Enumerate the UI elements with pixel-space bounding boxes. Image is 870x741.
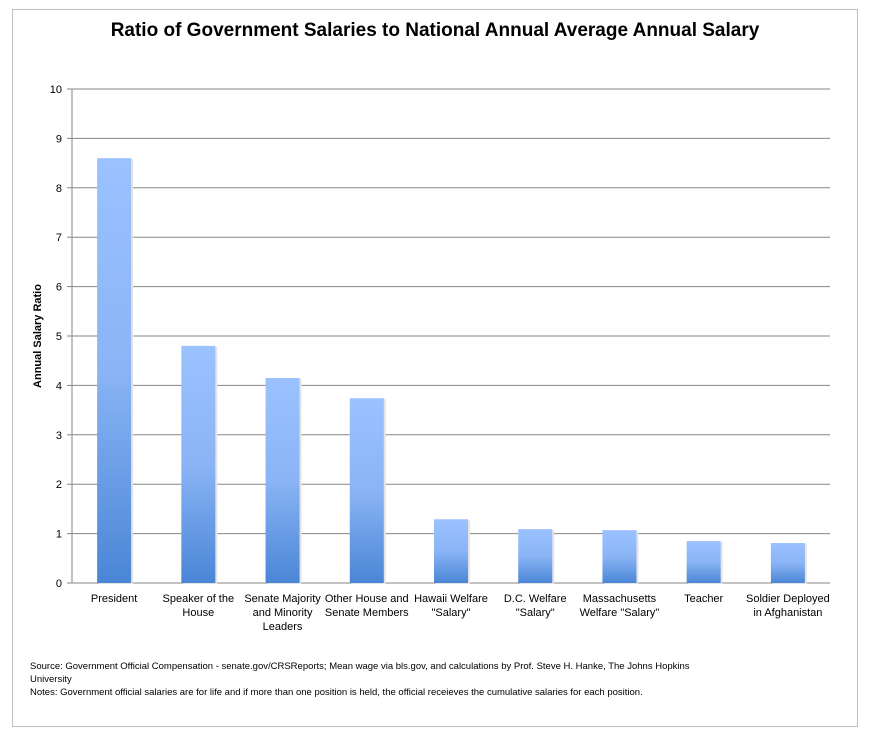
x-tick-label: Massachusetts Welfare "Salary" [579,593,660,619]
y-tick-label: 10 [50,84,62,96]
bar [349,398,384,583]
y-tick-label: 6 [56,282,62,294]
bar [770,542,805,583]
bar [686,541,721,583]
bar [434,519,468,583]
bar [602,530,637,583]
chart-frame [12,9,858,727]
y-tick-label: 4 [56,380,62,392]
notes-text: Notes: Government official salaries are … [30,687,643,698]
chart-title: Ratio of Government Salaries to National… [110,20,760,41]
y-tick-label: 5 [56,331,62,343]
bar [97,158,132,583]
x-tick-label: Hawaii Welfare "Salary" [414,593,488,619]
chart-notes: Source: Government Official Compensation… [30,660,690,699]
y-tick-label: 2 [56,479,62,491]
x-tick-label: Speaker of the House [162,593,235,619]
y-tick-label: 0 [56,578,62,590]
x-tick-label: Other House and Senate Members [324,593,409,619]
x-tick-label: Senate Majority and Minority Leaders [244,593,321,633]
bar [181,345,216,583]
bar [518,529,553,583]
x-tick-label: Teacher [684,593,724,605]
x-tick-label: D.C. Welfare "Salary" [503,593,567,619]
y-tick-label: 7 [56,232,62,244]
x-tick-label: Soldier Deployed in Afghanistan [745,593,830,619]
y-tick-label: 1 [56,529,62,541]
y-tick-label: 3 [56,430,62,442]
source-note: Source: Government Official Compensation… [30,661,690,685]
y-tick-label: 9 [56,133,62,145]
y-tick-label: 8 [56,183,62,195]
bar [265,377,300,583]
x-tick-label: President [90,593,138,605]
